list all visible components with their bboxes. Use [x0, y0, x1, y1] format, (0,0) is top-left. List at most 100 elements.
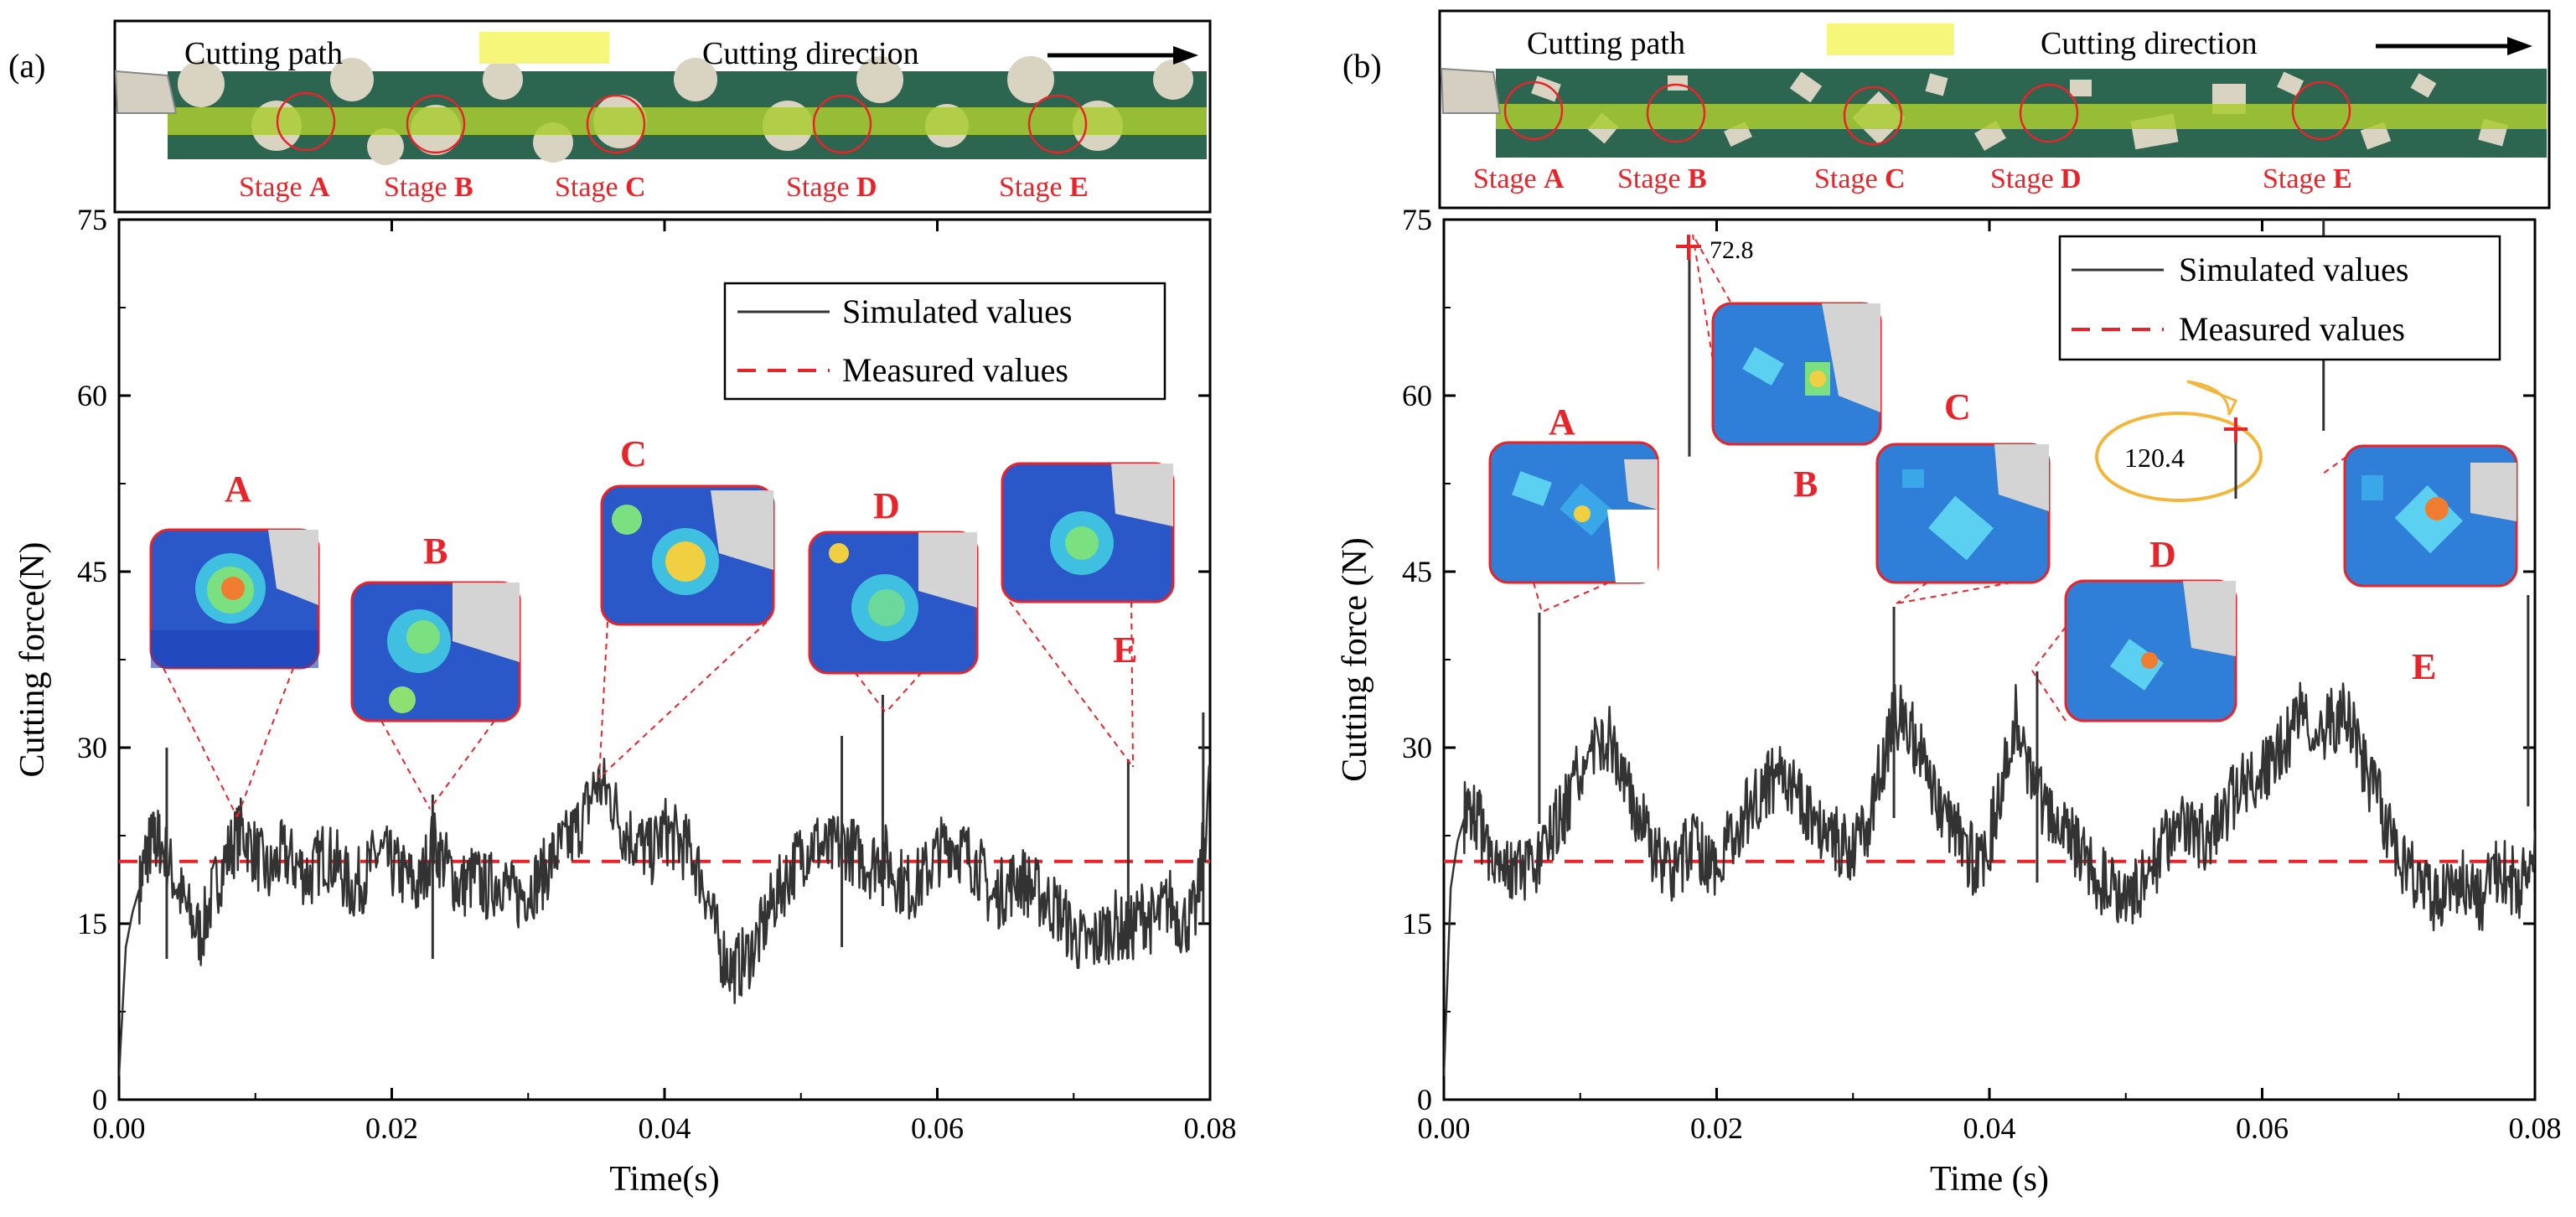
- inset-c-connector: [598, 621, 768, 779]
- inset-c: C: [600, 433, 775, 626]
- annotation-72-8: 72.8: [1676, 235, 1754, 264]
- schematic-a: Cutting path Cutting direction Stage A S…: [113, 19, 1212, 214]
- legend-simulated-label: Simulated values: [2179, 251, 2408, 288]
- x-tick-label: 0.02: [1690, 1111, 1743, 1145]
- stage-label-c: Stage C: [555, 172, 646, 203]
- arrow-head-icon: [2507, 37, 2532, 55]
- y-tick-label: 0: [92, 1083, 107, 1116]
- cutting-direction-label: Cutting direction: [2041, 26, 2258, 61]
- y-tick-label: 30: [1402, 731, 1432, 764]
- inset-label-b: B: [423, 531, 447, 572]
- inset-e-connector: [1130, 601, 1134, 768]
- inset-d-connector: [2031, 626, 2066, 671]
- inset-d: D: [2064, 534, 2237, 722]
- y-tick-label: 45: [1402, 555, 1432, 588]
- panel-label-b: (b): [1342, 47, 1382, 85]
- inset-e-connector: [2322, 456, 2347, 474]
- legend-simulated-label: Simulated values: [842, 293, 1072, 330]
- inset-label-c: C: [1944, 386, 1971, 427]
- inset-a-connector: [236, 667, 294, 818]
- x-tick-label: 0.08: [2509, 1111, 2562, 1145]
- tick-labels-b: 0.00 0.02 0.04 0.06 0.08 0 15 30 45 60 75: [1402, 203, 2562, 1145]
- cutting-tool-icon: [114, 70, 178, 114]
- inset-d-connector: [885, 671, 923, 713]
- x-tick-label: 0.06: [911, 1111, 964, 1145]
- y-axis-label: Cutting force (N): [1336, 537, 1374, 782]
- callout-value-label: 120.4: [2124, 443, 2185, 473]
- inset-label-c: C: [620, 433, 647, 474]
- inset-b: B: [350, 531, 521, 722]
- inset-a: A: [149, 469, 320, 670]
- inset-c-connector: [598, 621, 608, 779]
- inset-b: B: [1711, 302, 1882, 505]
- stage-label-a: Stage A: [239, 172, 330, 203]
- stage-label-b: Stage B: [384, 172, 473, 203]
- cutting-path-band: [168, 107, 1207, 135]
- y-axis-label: Cutting force(N): [13, 541, 52, 777]
- simulated-values-line: [1444, 681, 2535, 1077]
- peak-value-label: 72.8: [1710, 236, 1754, 264]
- y-tick-label: 60: [1402, 379, 1432, 412]
- x-axis-label: Time(s): [609, 1160, 719, 1199]
- inset-e: E: [1001, 462, 1175, 671]
- x-tick-label: 0.00: [1418, 1111, 1471, 1145]
- y-tick-label: 0: [1417, 1083, 1432, 1116]
- inset-label-e: E: [1113, 629, 1137, 671]
- x-tick-label: 0.06: [2236, 1111, 2289, 1145]
- cutting-path-legend-swatch: [479, 32, 609, 64]
- x-tick-label: 0.08: [1184, 1111, 1237, 1145]
- simulated-values-line: [119, 757, 1210, 1077]
- inset-label-a: A: [1549, 401, 1575, 443]
- annotation-120-4: 120.4: [2095, 380, 2263, 502]
- stage-label-b: Stage B: [1617, 163, 1707, 194]
- x-tick-label: 0.04: [639, 1111, 691, 1145]
- inset-label-d: D: [873, 485, 900, 526]
- inset-d-connector: [854, 671, 887, 713]
- legend-box: [2058, 235, 2501, 361]
- panel-label-a: (a): [8, 47, 45, 85]
- stage-circles: [276, 91, 1088, 154]
- inset-d: D: [808, 485, 979, 675]
- legend-box: [723, 282, 1166, 401]
- stage-label-e: Stage E: [2263, 163, 2352, 194]
- y-tick-label: 15: [1402, 907, 1432, 940]
- stage-label-c: Stage C: [1814, 163, 1906, 194]
- stage-circles: [1503, 80, 2351, 146]
- y-tick-label: 45: [77, 555, 107, 588]
- cutting-path-label: Cutting path: [184, 36, 343, 71]
- inset-a: A: [1488, 401, 1659, 584]
- inset-label-e: E: [2412, 646, 2436, 687]
- tick-labels-a: 0.00 0.02 0.04 0.06 0.08 0 15 30 45 60 75: [77, 203, 1237, 1145]
- inset-c-connector: [1896, 582, 2012, 604]
- stage-label-d: Stage D: [1990, 163, 2082, 194]
- simulated-spikes: [1538, 220, 2530, 883]
- legend-b: Simulated values Measured values: [2058, 235, 2501, 361]
- inset-a-connector: [1533, 582, 1543, 613]
- cutting-tool-icon: [1440, 67, 1502, 114]
- stage-label-e: Stage E: [999, 172, 1089, 203]
- inset-label-d: D: [2149, 534, 2176, 575]
- legend-measured-label: Measured values: [842, 351, 1068, 389]
- inset-e-connector: [1009, 601, 1134, 768]
- x-axis-label: Time (s): [1930, 1160, 2049, 1199]
- y-tick-label: 60: [77, 379, 107, 412]
- axis-ticks-a: [117, 218, 1212, 1101]
- cutting-path-label: Cutting path: [1527, 26, 1685, 61]
- inset-e: E: [2343, 444, 2518, 687]
- x-tick-label: 0.04: [1963, 1111, 2016, 1145]
- inset-label-b: B: [1793, 463, 1818, 505]
- y-tick-label: 15: [77, 907, 107, 940]
- cutting-path-legend-swatch: [1827, 23, 1954, 55]
- inset-a-connector: [163, 667, 238, 818]
- inset-b-connector: [380, 720, 431, 810]
- inset-a-connector: [1541, 582, 1610, 613]
- x-tick-label: 0.00: [93, 1111, 146, 1145]
- inset-c: C: [1875, 386, 2051, 584]
- simulated-spikes: [165, 695, 1205, 959]
- panel-b: (b): [1336, 9, 2562, 1199]
- stage-label-d: Stage D: [786, 172, 877, 203]
- y-tick-label: 30: [77, 731, 107, 764]
- arrow-head-icon: [1173, 46, 1198, 65]
- legend-a: Simulated values Measured values: [723, 282, 1166, 401]
